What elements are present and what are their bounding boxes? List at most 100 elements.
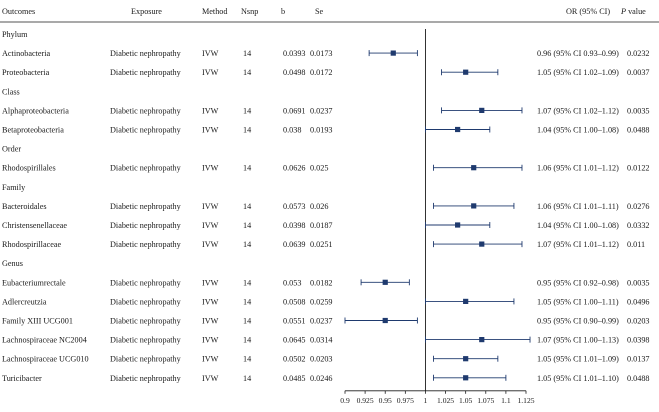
cell-outcome: Lachnospiraceae UCG010 <box>2 355 89 364</box>
cell-nsnp: 14 <box>243 164 251 173</box>
cell-se: 0.0237 <box>310 317 333 326</box>
cell-or-ci: 0.96 (95% CI 0.93–0.99) <box>537 49 619 58</box>
group-label: Class <box>2 87 20 96</box>
cell-method: IVW <box>202 317 219 326</box>
cell-b: 0.0398 <box>283 221 306 230</box>
cell-outcome: Lachnospiraceae NC2004 <box>2 336 87 345</box>
cell-p-value: 0.0232 <box>627 49 650 58</box>
cell-outcome: Adlercreutzia <box>2 297 47 306</box>
cell-method: IVW <box>202 240 219 249</box>
ci-mark <box>424 298 515 305</box>
x-tick-label: 1.1 <box>501 396 511 405</box>
point-estimate <box>455 222 461 228</box>
table-row: Rhodospirillaceae Diabetic nephropathy IVW… <box>2 240 645 249</box>
cell-se: 0.0203 <box>310 355 333 364</box>
cell-b: 0.0502 <box>283 355 306 364</box>
cell-p-value: 0.0398 <box>627 336 650 345</box>
cell-or-ci: 1.05 (95% CI 1.02–1.09) <box>537 68 619 77</box>
cell-or-ci: 1.05 (95% CI 1.01–1.09) <box>537 355 619 364</box>
x-tick-label: 0.925 <box>357 396 374 405</box>
table-row: Alphaproteobacteria Diabetic nephropathy I… <box>2 106 650 115</box>
cell-method: IVW <box>202 164 219 173</box>
cell-se: 0.026 <box>310 202 328 211</box>
group-label: Family <box>2 183 26 192</box>
cell-nsnp: 14 <box>243 317 251 326</box>
cell-p-value: 0.0496 <box>627 297 650 306</box>
cell-p-value: 0.0122 <box>627 164 650 173</box>
ci-mark <box>433 241 523 248</box>
cell-or-ci: 1.05 (95% CI 1.00–1.11) <box>537 297 619 306</box>
cell-exposure: Diabetic nephropathy <box>110 240 182 249</box>
cell-exposure: Diabetic nephropathy <box>110 106 182 115</box>
x-tick-label: 0.975 <box>397 396 414 405</box>
point-estimate <box>471 203 477 209</box>
point-estimate <box>479 107 485 113</box>
ci-mark <box>433 374 507 381</box>
cell-p-value: 0.011 <box>627 240 645 249</box>
cell-p-value: 0.0203 <box>627 317 650 326</box>
x-tick-label: 1.025 <box>437 396 454 405</box>
cell-b: 0.0691 <box>283 106 306 115</box>
cell-or-ci: 0.95 (95% CI 0.92–0.98) <box>537 278 619 287</box>
cell-b: 0.0645 <box>283 336 306 345</box>
table-row: Eubacteriumrectale Diabetic nephropathy IV… <box>2 278 650 287</box>
cell-exposure: Diabetic nephropathy <box>110 164 182 173</box>
cell-b: 0.0626 <box>283 164 306 173</box>
table-row: Adlercreutzia Diabetic nephropathy IVW 14 0.… <box>2 297 650 306</box>
x-tick-label: 1.075 <box>477 396 494 405</box>
ci-mark <box>424 126 491 133</box>
cell-nsnp: 14 <box>243 297 251 306</box>
cell-or-ci: 1.04 (95% CI 1.00–1.08) <box>537 126 619 135</box>
point-estimate <box>463 298 469 304</box>
cell-b: 0.038 <box>283 126 301 135</box>
cell-nsnp: 14 <box>243 106 251 115</box>
cell-b: 0.0393 <box>283 49 306 58</box>
cell-p-value: 0.0035 <box>627 278 650 287</box>
col-header-exposure: Exposure <box>131 7 162 16</box>
ci-mark <box>368 50 418 57</box>
x-tick-label: 0.95 <box>379 396 392 405</box>
cell-or-ci: 1.07 (95% CI 1.01–1.12) <box>537 240 619 249</box>
cell-se: 0.0173 <box>310 49 333 58</box>
cell-b: 0.0639 <box>283 240 306 249</box>
cell-method: IVW <box>202 202 219 211</box>
cell-outcome: Actinobacteria <box>2 49 51 58</box>
cell-outcome: Alphaproteobacteria <box>2 106 69 115</box>
table-rows: Phylum Actinobacteria Diabetic nephropathy… <box>2 30 650 383</box>
cell-exposure: Diabetic nephropathy <box>110 355 182 364</box>
cell-exposure: Diabetic nephropathy <box>110 202 182 211</box>
cell-p-value: 0.0035 <box>627 106 650 115</box>
point-estimate <box>382 279 388 285</box>
table-row: Turicibacter Diabetic nephropathy IVW 14 0.0… <box>2 374 650 383</box>
ci-mark <box>441 69 499 76</box>
cell-se: 0.0187 <box>310 221 333 230</box>
cell-nsnp: 14 <box>243 49 251 58</box>
cell-outcome: Proteobacteria <box>2 68 50 77</box>
point-estimate <box>463 356 469 362</box>
cell-b: 0.0485 <box>283 374 306 383</box>
cell-or-ci: 1.07 (95% CI 1.02–1.12) <box>537 106 619 115</box>
table-row: Actinobacteria Diabetic nephropathy IVW 14 0… <box>2 49 650 58</box>
cell-se: 0.0237 <box>310 106 333 115</box>
cell-exposure: Diabetic nephropathy <box>110 374 182 383</box>
group-label: Genus <box>2 259 23 268</box>
cell-se: 0.0246 <box>310 374 333 383</box>
cell-or-ci: 1.07 (95% CI 1.00–1.13) <box>537 336 619 345</box>
group-label: Phylum <box>2 30 28 39</box>
cell-exposure: Diabetic nephropathy <box>110 68 182 77</box>
table-row: Bacteroidales Diabetic nephropathy IVW 14 0.… <box>2 202 650 211</box>
cell-b: 0.0498 <box>283 68 306 77</box>
cell-se: 0.0314 <box>310 336 333 345</box>
cell-nsnp: 14 <box>243 221 251 230</box>
cell-method: IVW <box>202 126 219 135</box>
ci-mark <box>433 202 515 209</box>
cell-b: 0.0508 <box>283 297 306 306</box>
ci-mark <box>424 222 491 228</box>
ci-mark <box>424 336 531 343</box>
point-estimate <box>390 50 396 56</box>
cell-p-value: 0.0037 <box>627 68 650 77</box>
cell-outcome: Rhodospirillaceae <box>2 240 61 249</box>
cell-exposure: Diabetic nephropathy <box>110 317 182 326</box>
cell-exposure: Diabetic nephropathy <box>110 297 182 306</box>
